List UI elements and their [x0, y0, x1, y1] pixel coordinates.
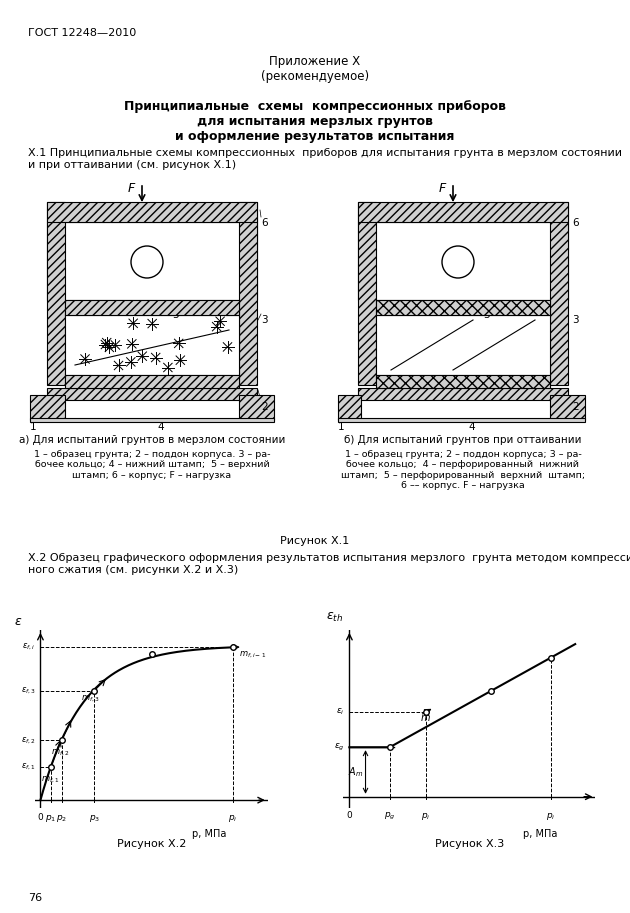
Bar: [376, 315, 550, 375]
Text: 5: 5: [483, 310, 490, 320]
Text: Х.1 Принципиальные схемы компрессионных  приборов для испытания грунта в мерзлом: Х.1 Принципиальные схемы компрессионных …: [28, 148, 622, 170]
Text: 5: 5: [172, 310, 179, 320]
Text: Принципиальные  схемы  компрессионных приборов
для испытания мерзлых грунтов
и о: Принципиальные схемы компрессионных приб…: [124, 100, 506, 143]
Bar: [358, 222, 568, 300]
Text: 0: 0: [346, 811, 352, 820]
Text: а) Для испытаний грунтов в мерзлом состоянии: а) Для испытаний грунтов в мерзлом состо…: [19, 435, 285, 445]
Bar: [47, 202, 257, 222]
Text: 3: 3: [261, 315, 268, 325]
Bar: [30, 418, 274, 422]
Bar: [550, 202, 568, 385]
Bar: [338, 395, 361, 420]
Text: $m_{f,i-1}$: $m_{f,i-1}$: [239, 650, 266, 660]
Text: $p_g$: $p_g$: [384, 811, 396, 822]
Bar: [358, 202, 568, 222]
Text: $A_m$: $A_m$: [348, 765, 363, 779]
Text: 1 – образец грунта; 2 – поддон корпуса. 3 – ра-
бочее кольцо; 4 – нижний штамп; : 1 – образец грунта; 2 – поддон корпуса. …: [34, 450, 270, 480]
Circle shape: [442, 246, 474, 278]
Text: $p_i$: $p_i$: [228, 813, 238, 824]
X-axis label: p, МПа: p, МПа: [192, 829, 227, 839]
Text: $\varepsilon_{f,2}$: $\varepsilon_{f,2}$: [21, 735, 36, 746]
Text: $m_{f,2}$: $m_{f,2}$: [52, 748, 70, 759]
Text: Рисунок Х.1: Рисунок Х.1: [280, 536, 350, 546]
Text: 4: 4: [468, 422, 474, 432]
Circle shape: [131, 246, 163, 278]
Text: $\varepsilon$: $\varepsilon$: [14, 614, 22, 627]
Bar: [338, 418, 585, 422]
Bar: [65, 315, 239, 375]
Text: $p_i$: $p_i$: [546, 811, 556, 822]
Text: F: F: [439, 182, 446, 195]
Bar: [358, 388, 568, 400]
Bar: [65, 300, 239, 315]
Text: ГОСТ 12248—2010: ГОСТ 12248—2010: [28, 28, 136, 38]
Bar: [65, 375, 239, 388]
Bar: [239, 395, 274, 420]
Text: $p_2$: $p_2$: [56, 813, 67, 824]
Text: 76: 76: [28, 893, 42, 903]
Text: $\varepsilon_{f,1}$: $\varepsilon_{f,1}$: [21, 761, 36, 771]
Text: $p_i$: $p_i$: [421, 811, 431, 822]
Text: Рисунок Х.3: Рисунок Х.3: [435, 839, 504, 849]
Text: б) Для испытаний грунтов при оттаивании: б) Для испытаний грунтов при оттаивании: [344, 435, 581, 445]
Text: 2: 2: [261, 402, 268, 412]
Text: 0: 0: [38, 813, 43, 822]
Bar: [376, 300, 550, 315]
Bar: [47, 202, 65, 385]
Text: 1: 1: [30, 422, 37, 432]
Text: Х.2 Образец графического оформления результатов испытания мерзлого  грунта метод: Х.2 Образец графического оформления резу…: [28, 553, 630, 574]
Bar: [376, 375, 550, 388]
Text: Приложение Х
(рекомендуемое): Приложение Х (рекомендуемое): [261, 55, 369, 83]
Text: $\varepsilon_i$: $\varepsilon_i$: [336, 707, 345, 718]
Text: $p_1$: $p_1$: [45, 813, 57, 824]
Text: 6: 6: [572, 218, 578, 228]
Text: $p_3$: $p_3$: [89, 813, 100, 824]
Text: $\varepsilon_{f,i}$: $\varepsilon_{f,i}$: [23, 642, 36, 653]
Text: $m$: $m$: [420, 713, 430, 723]
X-axis label: p, МПа: p, МПа: [523, 829, 557, 839]
Text: 4: 4: [157, 422, 164, 432]
Text: F: F: [128, 182, 135, 195]
Text: 1: 1: [338, 422, 345, 432]
Text: $\varepsilon_g$: $\varepsilon_g$: [334, 741, 345, 753]
Text: $\varepsilon_{f,3}$: $\varepsilon_{f,3}$: [21, 686, 36, 696]
Bar: [47, 222, 257, 300]
Bar: [30, 395, 65, 420]
Text: $m_{f,1}$: $m_{f,1}$: [41, 774, 59, 784]
Text: 1 – образец грунта; 2 – поддон корпуса; 3 – ра-
бочее кольцо;  4 – перфорированн: 1 – образец грунта; 2 – поддон корпуса; …: [341, 450, 585, 490]
Text: 6: 6: [261, 218, 268, 228]
Bar: [358, 202, 376, 385]
Text: $\varepsilon_{th}$: $\varepsilon_{th}$: [326, 611, 343, 624]
Text: Рисунок Х.2: Рисунок Х.2: [117, 839, 186, 849]
Bar: [47, 388, 257, 400]
Text: 2: 2: [572, 402, 578, 412]
Bar: [550, 395, 585, 420]
Bar: [239, 202, 257, 385]
Text: 3: 3: [572, 315, 578, 325]
Text: $m_{f,3}$: $m_{f,3}$: [81, 694, 100, 704]
